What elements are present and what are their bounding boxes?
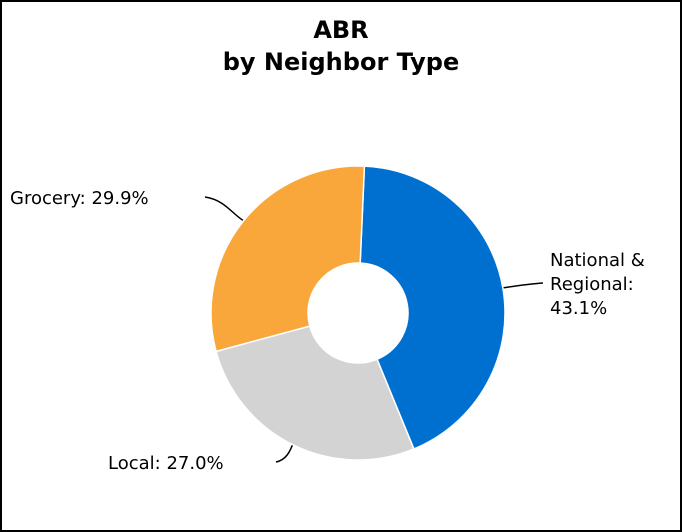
donut-wedge bbox=[359, 165, 506, 450]
chart-subtitle: by Neighbor Type bbox=[223, 48, 460, 76]
leader-line bbox=[204, 196, 245, 222]
data-label: National & Regional: 43.1% bbox=[550, 250, 645, 319]
leader-line bbox=[501, 282, 544, 289]
donut-wedge bbox=[210, 165, 366, 353]
data-label: Local: 27.0% bbox=[108, 453, 224, 474]
data-label: Grocery: 29.9% bbox=[10, 188, 149, 209]
donut bbox=[210, 165, 506, 461]
donut-wedge bbox=[215, 325, 415, 461]
chart-title: ABR bbox=[313, 16, 368, 44]
